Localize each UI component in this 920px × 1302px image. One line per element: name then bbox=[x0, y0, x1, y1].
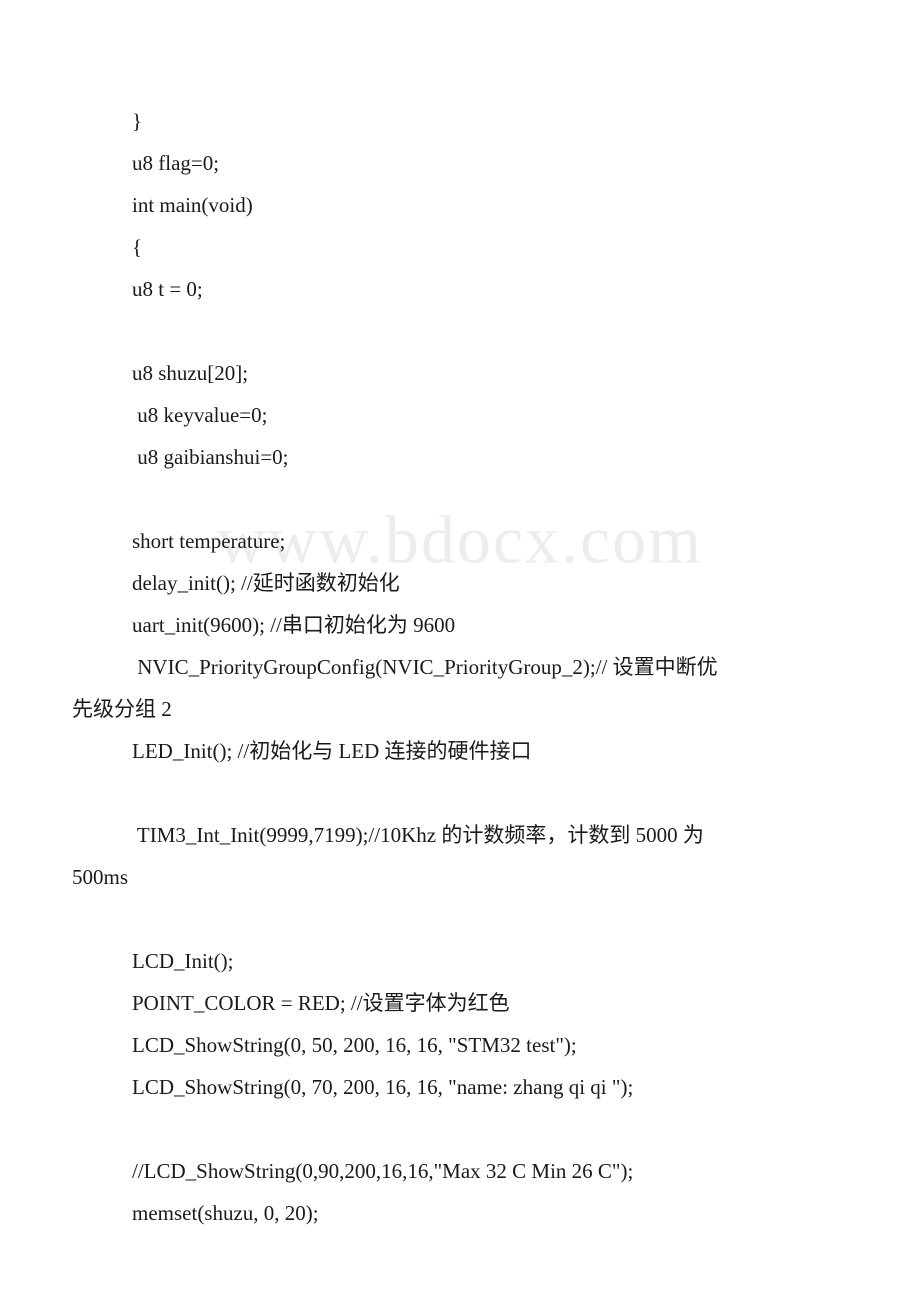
page: www.bdocx.com } u8 flag=0; int main(void… bbox=[0, 0, 920, 1302]
code-line: LCD_ShowString(0, 50, 200, 16, 16, "STM3… bbox=[72, 1024, 848, 1066]
code-line: POINT_COLOR = RED; //设置字体为红色 bbox=[72, 982, 848, 1024]
code-line: u8 shuzu[20]; bbox=[72, 352, 848, 394]
code-line: { bbox=[72, 226, 848, 268]
code-line: delay_init(); //延时函数初始化 bbox=[72, 562, 848, 604]
code-block: } u8 flag=0; int main(void) { u8 t = 0; … bbox=[72, 100, 848, 1234]
blank-line bbox=[72, 772, 848, 814]
code-line: //LCD_ShowString(0,90,200,16,16,"Max 32 … bbox=[72, 1150, 848, 1192]
code-line: TIM3_Int_Init(9999,7199);//10Khz 的计数频率，计… bbox=[72, 814, 848, 856]
code-line: LCD_ShowString(0, 70, 200, 16, 16, "name… bbox=[72, 1066, 848, 1108]
code-line: 500ms bbox=[72, 856, 848, 898]
code-line: u8 keyvalue=0; bbox=[72, 394, 848, 436]
code-line: 先级分组 2 bbox=[72, 688, 848, 730]
code-line: LED_Init(); //初始化与 LED 连接的硬件接口 bbox=[72, 730, 848, 772]
blank-line bbox=[72, 898, 848, 940]
code-line: u8 gaibianshui=0; bbox=[72, 436, 848, 478]
code-line: } bbox=[72, 100, 848, 142]
code-line: u8 flag=0; bbox=[72, 142, 848, 184]
code-line: memset(shuzu, 0, 20); bbox=[72, 1192, 848, 1234]
code-line: int main(void) bbox=[72, 184, 848, 226]
blank-line bbox=[72, 310, 848, 352]
code-line: short temperature; bbox=[72, 520, 848, 562]
code-line: LCD_Init(); bbox=[72, 940, 848, 982]
blank-line bbox=[72, 478, 848, 520]
code-line: uart_init(9600); //串口初始化为 9600 bbox=[72, 604, 848, 646]
blank-line bbox=[72, 1108, 848, 1150]
code-line: u8 t = 0; bbox=[72, 268, 848, 310]
code-line: NVIC_PriorityGroupConfig(NVIC_PriorityGr… bbox=[72, 646, 848, 688]
